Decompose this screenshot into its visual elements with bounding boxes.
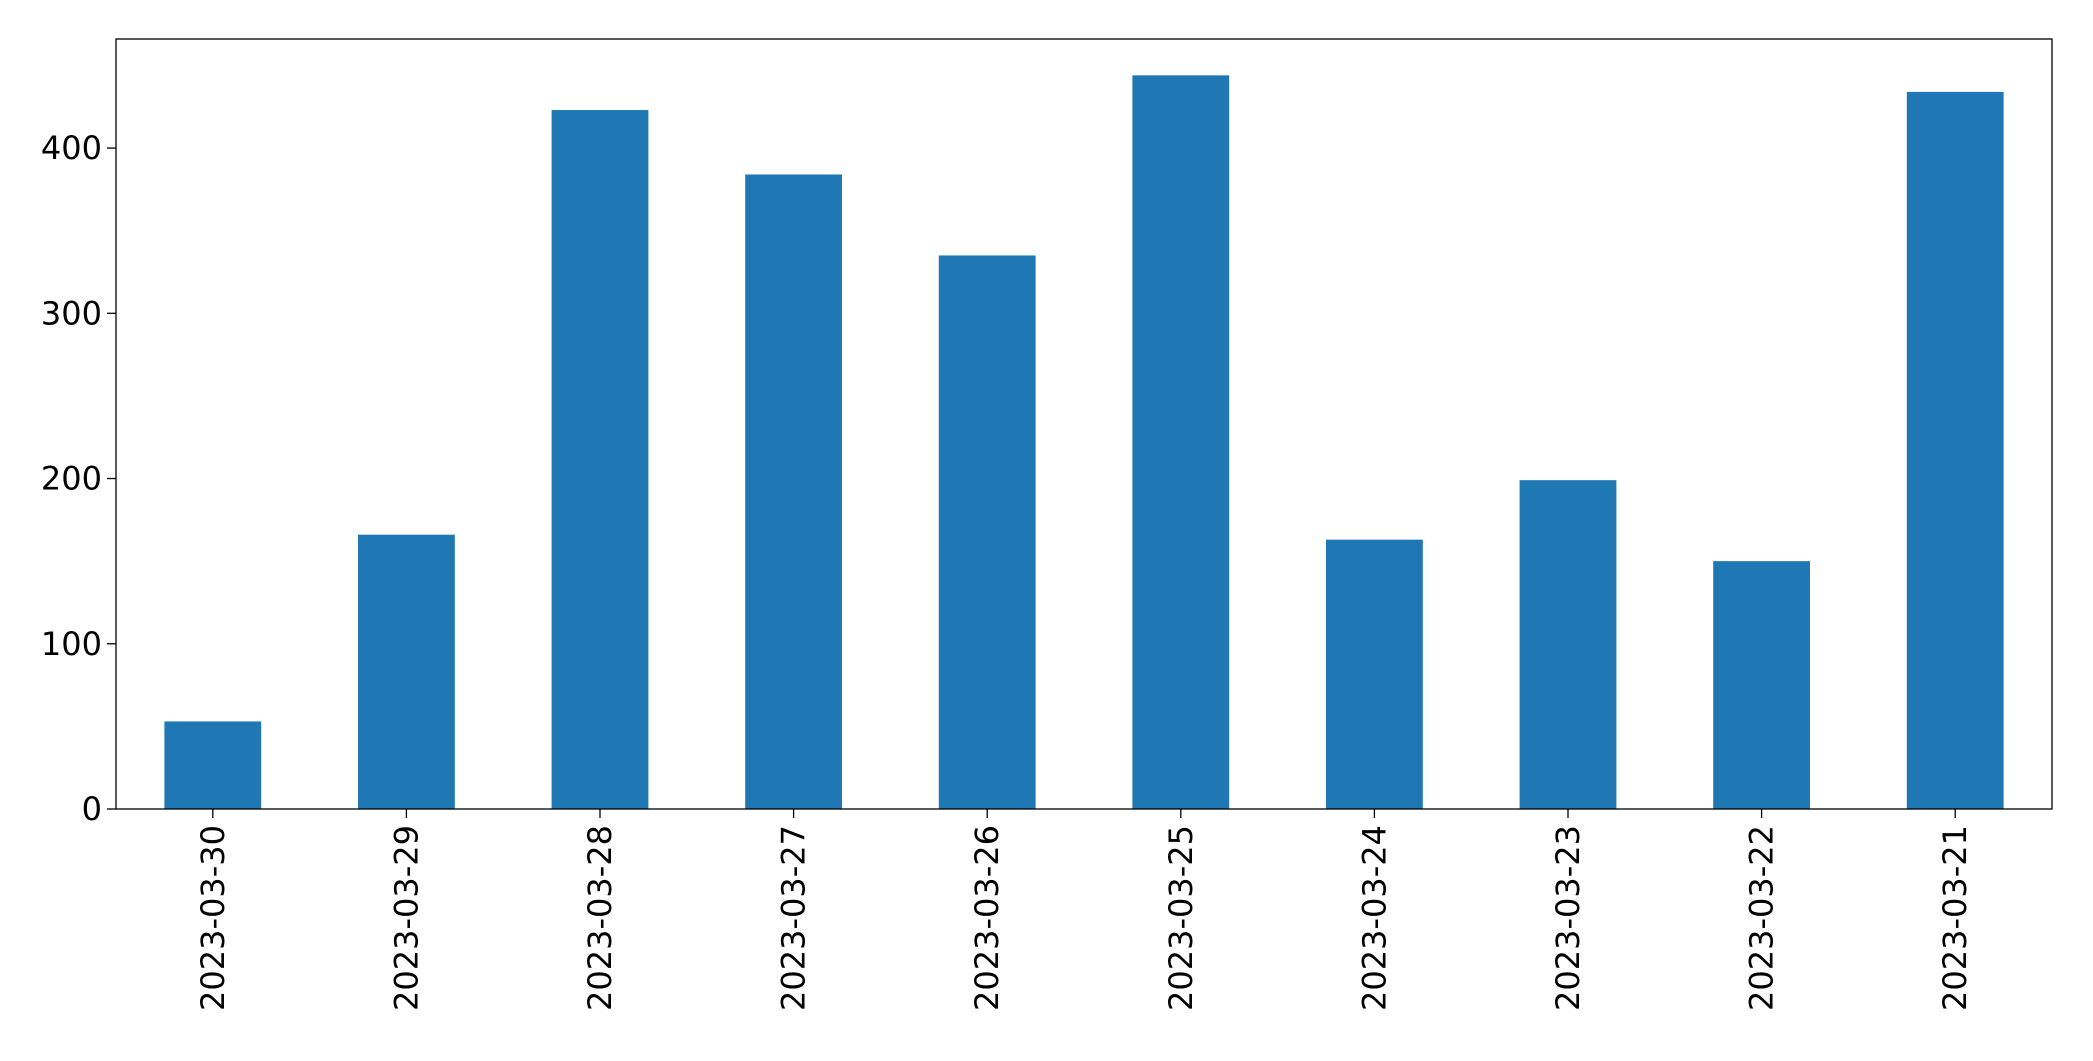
x-tick-label: 2023-03-26 bbox=[968, 825, 1006, 1011]
bar bbox=[1519, 480, 1617, 809]
x-tick-label: 2023-03-23 bbox=[1549, 825, 1587, 1011]
x-tick-label: 2023-03-30 bbox=[194, 825, 232, 1011]
x-tick-label: 2023-03-21 bbox=[1936, 825, 1974, 1011]
x-tick-label: 2023-03-22 bbox=[1743, 825, 1781, 1011]
bar bbox=[938, 255, 1036, 809]
bar bbox=[1132, 75, 1230, 809]
y-tick-label: 200 bbox=[41, 460, 102, 498]
bar bbox=[551, 110, 649, 809]
bar bbox=[1906, 91, 2004, 809]
bar bbox=[164, 721, 262, 809]
x-tick-label: 2023-03-25 bbox=[1162, 825, 1200, 1011]
y-tick-label: 100 bbox=[41, 625, 102, 663]
y-tick-label: 300 bbox=[41, 294, 102, 332]
bar bbox=[1326, 539, 1423, 809]
x-tick-label: 2023-03-24 bbox=[1355, 825, 1393, 1011]
bar bbox=[358, 534, 455, 809]
x-tick-label: 2023-03-27 bbox=[775, 825, 813, 1011]
bar bbox=[745, 174, 842, 810]
x-tick-label: 2023-03-29 bbox=[387, 825, 425, 1011]
y-tick-label: 400 bbox=[41, 129, 102, 167]
plot-frame bbox=[115, 38, 2053, 810]
y-tick-label: 0 bbox=[82, 790, 102, 828]
bar bbox=[1713, 561, 1810, 809]
x-tick-label: 2023-03-28 bbox=[581, 825, 619, 1011]
